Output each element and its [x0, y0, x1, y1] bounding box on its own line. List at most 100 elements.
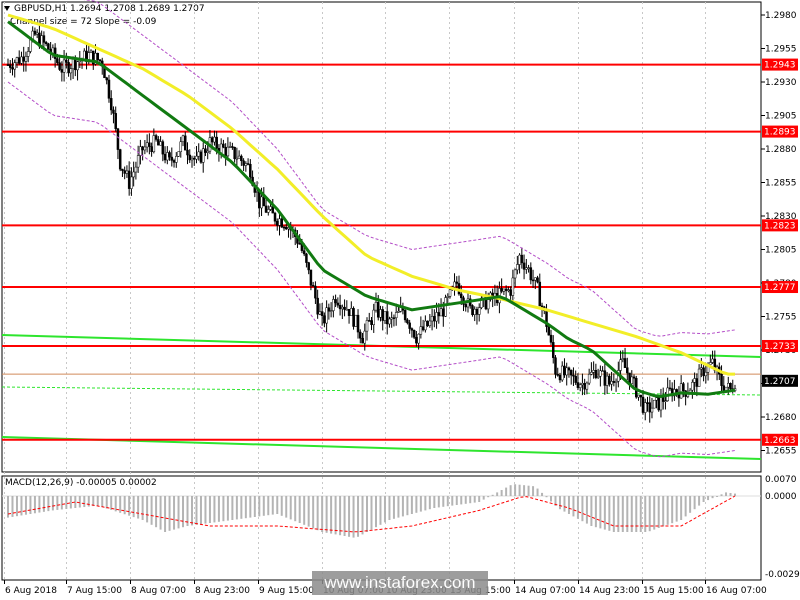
macd-bar [500, 490, 503, 496]
macd-bar [635, 496, 638, 532]
candle-body [657, 397, 660, 411]
candle-body [536, 277, 539, 283]
macd-bar [294, 496, 297, 522]
macd-bar [532, 486, 535, 496]
macd-bar [379, 496, 382, 525]
macd-tick-label: -0.00299 [765, 570, 800, 580]
candle-body [150, 146, 153, 152]
macd-bar [491, 494, 494, 496]
macd-header: MACD(12,26,9) -0.00005 0.00002 [5, 478, 157, 488]
candle-body [6, 64, 10, 66]
candle-body [15, 57, 19, 63]
candle-body [475, 308, 479, 315]
macd-bar [11, 496, 14, 517]
candle-body [569, 369, 573, 376]
candle-body [172, 160, 176, 163]
candle-body [643, 402, 647, 413]
candle-body [419, 326, 423, 335]
candle-body [531, 279, 535, 282]
candle-body [226, 146, 230, 157]
macd-bar [460, 496, 463, 505]
candle-body [403, 310, 407, 321]
y-tick-label: 1.2980 [765, 11, 797, 21]
macd-bar [689, 496, 692, 513]
candle-body [109, 98, 113, 111]
candle-body [554, 357, 557, 375]
ma-fast-line [7, 20, 736, 399]
macd-bar [653, 496, 656, 530]
candle-body [163, 153, 167, 161]
macd-bar [639, 496, 642, 532]
macd-bar [523, 485, 526, 496]
candle-body [596, 375, 600, 378]
dropdown-triangle-icon[interactable] [4, 6, 10, 11]
chart-header-channel: Channel size = 72 Slope = -0.09 [10, 17, 157, 27]
macd-tick-label: 0.0000 [765, 492, 797, 502]
macd-bar [527, 485, 530, 496]
candle-body [154, 135, 158, 140]
macd-bar [401, 496, 404, 517]
candle-body [177, 151, 180, 157]
candle-body [139, 146, 142, 156]
macd-bar [576, 496, 579, 519]
macd-bar [644, 496, 647, 532]
candle-body [107, 79, 111, 99]
macd-bar [666, 496, 669, 525]
candle-body [410, 328, 414, 331]
macd-bar [307, 496, 310, 527]
macd-bar [621, 496, 624, 532]
macd-bar [60, 496, 63, 510]
macd-bar [487, 496, 490, 498]
candle-body [210, 137, 214, 143]
x-tick-label: 7 Aug 15:00 [67, 586, 122, 596]
candle-body [347, 308, 351, 316]
macd-bar [357, 496, 360, 537]
watermark: www.instaforex.com [312, 571, 488, 595]
candle-body [576, 382, 580, 388]
candle-body [280, 218, 283, 228]
candle-body [437, 312, 441, 317]
candle-body [397, 311, 400, 313]
macd-bar [271, 496, 274, 515]
candle-body [581, 383, 584, 386]
y-tick-label: 1.2655 [765, 447, 797, 457]
candle-body [720, 373, 723, 386]
macd-bar [33, 496, 36, 514]
candle-body [318, 311, 322, 315]
candle-body [35, 32, 39, 35]
candle-body [314, 285, 317, 299]
candle-body [255, 191, 259, 193]
candle-body [260, 196, 263, 209]
candle-body [96, 52, 100, 61]
lower-band [7, 81, 736, 458]
level-label-bg [762, 339, 798, 352]
candle-body [105, 77, 108, 81]
macd-bar [173, 496, 176, 530]
macd-bar [590, 496, 593, 526]
candle-body [599, 370, 602, 377]
candle-body [264, 205, 268, 213]
macd-bar [505, 487, 508, 496]
candle-body [439, 308, 443, 317]
candle-body [237, 155, 241, 159]
candle-body [188, 154, 191, 161]
candle-body [127, 170, 131, 189]
candle-body [509, 289, 512, 296]
candle-body [20, 56, 23, 64]
macd-bar [226, 496, 229, 521]
candle-body [520, 254, 524, 264]
candle-body [354, 314, 358, 327]
candle-body [143, 146, 147, 151]
macd-bar [303, 496, 306, 525]
candle-body [271, 206, 275, 214]
candle-body [610, 381, 613, 385]
candle-body [540, 305, 544, 308]
candle-body [608, 375, 611, 385]
candle-body [159, 141, 162, 146]
macd-bar [711, 496, 714, 499]
macd-bar [240, 496, 243, 519]
candle-body [574, 375, 577, 383]
level-label: 1.2777 [764, 283, 796, 293]
macd-bar [51, 496, 54, 511]
